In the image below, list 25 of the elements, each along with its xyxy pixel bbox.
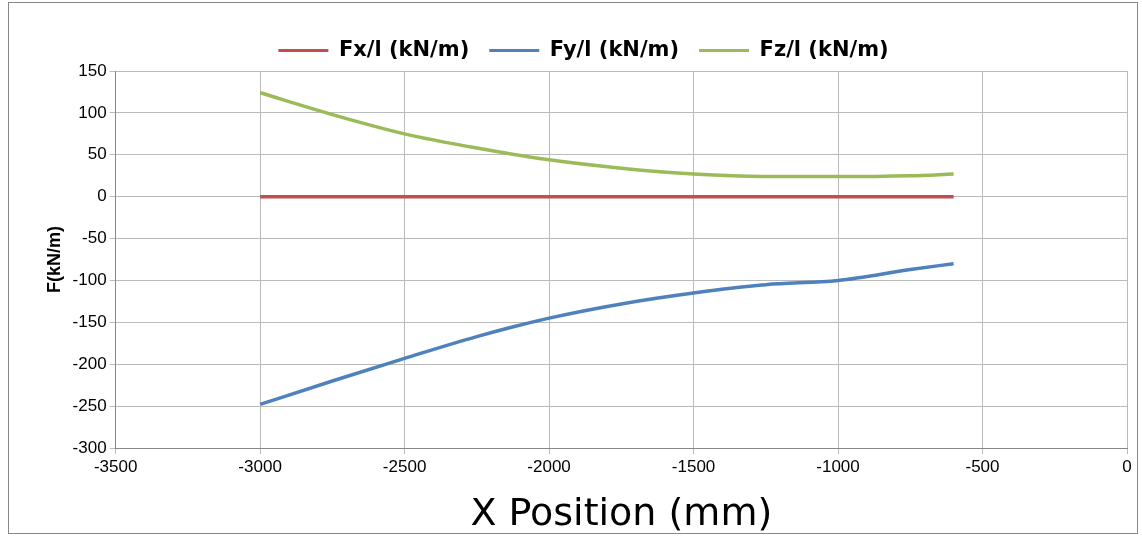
y-tick-label: -50 [82, 228, 107, 248]
y-tick-label: -100 [72, 270, 107, 290]
x-tick-label: -3500 [93, 456, 138, 476]
y-tick-label: 150 [78, 60, 107, 80]
x-tick-label: -3000 [238, 456, 282, 476]
y-tick-label: -150 [72, 312, 107, 332]
x-tick-label: -500 [965, 456, 1000, 476]
legend-label: Fz/l (kN/m) [759, 36, 889, 61]
y-tick-label: -200 [72, 353, 107, 373]
y-tick-label: 100 [78, 102, 107, 122]
y-tick-label: 50 [87, 144, 107, 164]
x-tick-label: -1500 [671, 456, 716, 476]
x-axis-title: X Position (mm) [470, 490, 773, 535]
x-tick-label: -1000 [816, 456, 860, 476]
legend-label: Fx/l (kN/m) [338, 36, 470, 61]
y-tick-label: -300 [72, 437, 107, 457]
y-tick-label: 0 [97, 186, 107, 206]
x-tick-label: -2500 [382, 456, 427, 476]
line-series [258, 91, 956, 179]
y-axis-title: F(kN/m) [43, 226, 64, 293]
x-tick-label: -2000 [527, 456, 571, 476]
line-series [258, 261, 956, 407]
y-tick-label: -250 [72, 395, 107, 415]
x-tick-label: 0 [1122, 456, 1132, 476]
legend-label: Fy/l (kN/m) [549, 36, 680, 61]
